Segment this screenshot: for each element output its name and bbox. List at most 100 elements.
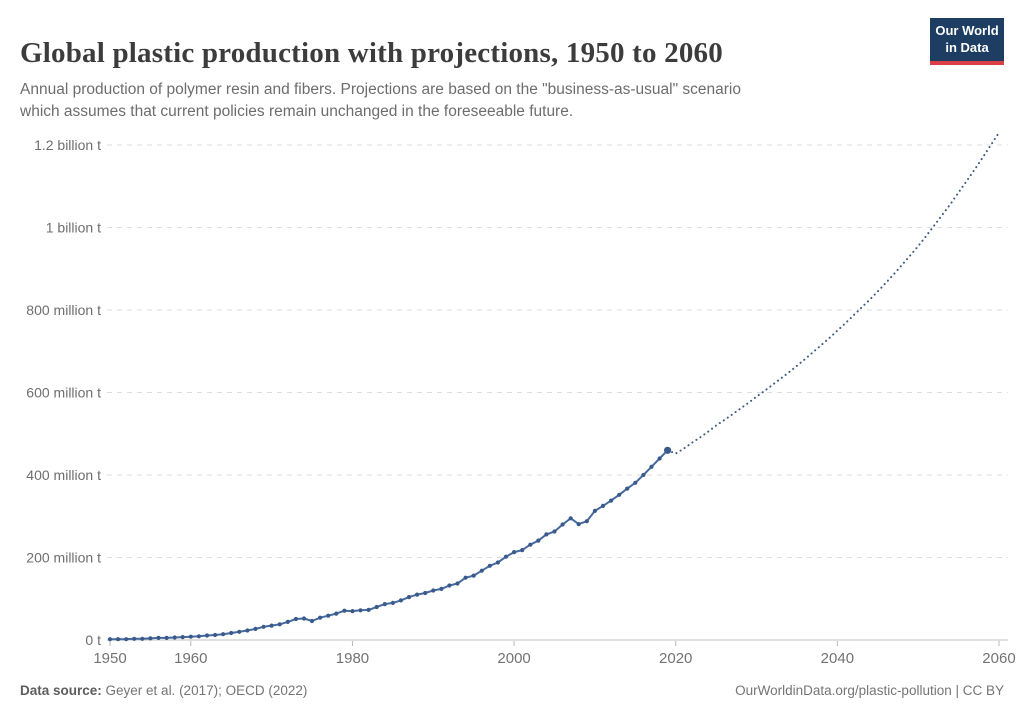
data-point[interactable] [576, 522, 581, 527]
data-point[interactable] [213, 632, 218, 638]
data-point[interactable] [237, 629, 242, 634]
data-point[interactable] [253, 626, 258, 632]
y-tick-label: 800 million t [26, 302, 101, 318]
data-point[interactable] [350, 609, 355, 614]
data-point[interactable] [358, 608, 363, 613]
data-source-value: Geyer et al. (2017); OECD (2022) [101, 683, 308, 698]
data-point[interactable] [520, 548, 525, 553]
data-point[interactable] [318, 615, 323, 620]
data-point[interactable] [423, 590, 428, 596]
x-tick-label: 1950 [93, 650, 126, 667]
data-point[interactable] [633, 480, 638, 485]
data-point[interactable] [415, 592, 420, 597]
page-title: Global plastic production with projectio… [20, 37, 723, 70]
data-point[interactable] [188, 634, 193, 639]
data-point[interactable] [204, 633, 210, 638]
owid-logo-line1: Our World [935, 23, 999, 38]
data-point[interactable] [439, 586, 444, 592]
data-point[interactable] [528, 542, 533, 547]
data-point[interactable] [495, 560, 500, 565]
data-point[interactable] [326, 613, 331, 618]
y-tick-label: 400 million t [26, 467, 101, 483]
data-point[interactable] [374, 604, 379, 610]
data-point[interactable] [487, 563, 492, 568]
x-tick-label: 2040 [821, 650, 854, 667]
data-point[interactable] [617, 492, 622, 497]
chart-subtitle-line1: Annual production of polymer resin and f… [20, 80, 741, 98]
y-axis-labels: 0 t 200 million t 400 million t 600 million… [26, 137, 101, 648]
data-point[interactable] [277, 622, 282, 627]
data-point[interactable] [293, 616, 298, 622]
owid-logo-line2: in Data [945, 39, 989, 55]
data-point[interactable] [568, 516, 573, 521]
data-point[interactable] [132, 636, 137, 641]
data-point[interactable] [544, 532, 549, 537]
data-point[interactable] [560, 522, 565, 527]
x-tick-label: 2060 [982, 650, 1015, 667]
data-point[interactable] [140, 636, 145, 641]
data-point[interactable] [221, 632, 226, 637]
data-point[interactable] [592, 508, 598, 513]
projection-dotted-line[interactable] [666, 131, 1000, 455]
data-point[interactable] [245, 628, 250, 633]
data-point[interactable] [600, 503, 606, 508]
data-point[interactable] [390, 600, 395, 606]
chart-subtitle: Annual production of polymer resin and f… [20, 79, 900, 123]
data-point[interactable] [116, 637, 121, 642]
gridlines [107, 144, 1008, 641]
x-tick-label: 2020 [659, 650, 692, 667]
data-point[interactable] [366, 607, 371, 613]
data-point[interactable] [398, 598, 403, 603]
data-point[interactable] [431, 588, 436, 593]
y-tick-label: 1 billion t [46, 220, 101, 236]
x-tick-label: 1980 [336, 650, 369, 667]
data-point[interactable] [406, 595, 412, 600]
data-point[interactable] [503, 554, 509, 559]
data-point[interactable] [536, 538, 541, 543]
y-tick-label: 200 million t [26, 550, 101, 566]
data-point[interactable] [584, 519, 589, 524]
data-point[interactable] [455, 581, 460, 586]
data-point[interactable] [269, 623, 274, 628]
data-point[interactable] [148, 636, 153, 641]
data-point[interactable] [107, 637, 113, 642]
data-point[interactable] [124, 637, 129, 642]
data-point[interactable] [657, 456, 662, 461]
data-point[interactable] [164, 635, 169, 641]
data-point[interactable] [301, 616, 307, 621]
data-point[interactable] [479, 568, 484, 573]
chart-footer: Data source: Geyer et al. (2017); OECD (… [20, 683, 1004, 698]
data-point[interactable] [156, 635, 161, 641]
data-point[interactable] [261, 624, 266, 629]
data-point[interactable] [172, 635, 177, 640]
x-tick-label: 2000 [497, 650, 530, 667]
data-point[interactable] [649, 464, 654, 469]
x-axis: 1950 1960 1980 2000 2020 2040 2060 [93, 641, 1016, 667]
data-point[interactable] [625, 486, 630, 491]
owid-credit-link[interactable]: OurWorldinData.org/plastic-pollution | C… [735, 683, 1004, 698]
data-point[interactable] [285, 619, 290, 625]
y-tick-label: 600 million t [26, 385, 101, 401]
data-point[interactable] [609, 498, 614, 503]
data-point[interactable] [229, 630, 234, 636]
y-tick-label: 0 t [85, 632, 101, 648]
data-point[interactable] [463, 575, 468, 580]
data-point[interactable] [641, 472, 646, 478]
data-point[interactable] [471, 573, 476, 578]
data-source-note: Data source: Geyer et al. (2017); OECD (… [20, 683, 307, 698]
data-point[interactable] [196, 634, 201, 639]
data-point[interactable] [447, 583, 452, 588]
historical-data-point-markers[interactable] [107, 446, 672, 642]
data-point[interactable] [309, 618, 315, 624]
data-point[interactable] [552, 529, 557, 534]
data-point[interactable] [511, 550, 517, 555]
data-point[interactable] [334, 611, 339, 616]
data-point[interactable] [342, 608, 347, 613]
chart-subtitle-line2: which assumes that current policies rema… [20, 102, 574, 120]
owid-logo[interactable]: Our World in Data [930, 18, 1004, 65]
data-point[interactable] [180, 635, 185, 640]
historical-production-line[interactable] [110, 449, 669, 641]
data-point[interactable] [382, 602, 387, 607]
